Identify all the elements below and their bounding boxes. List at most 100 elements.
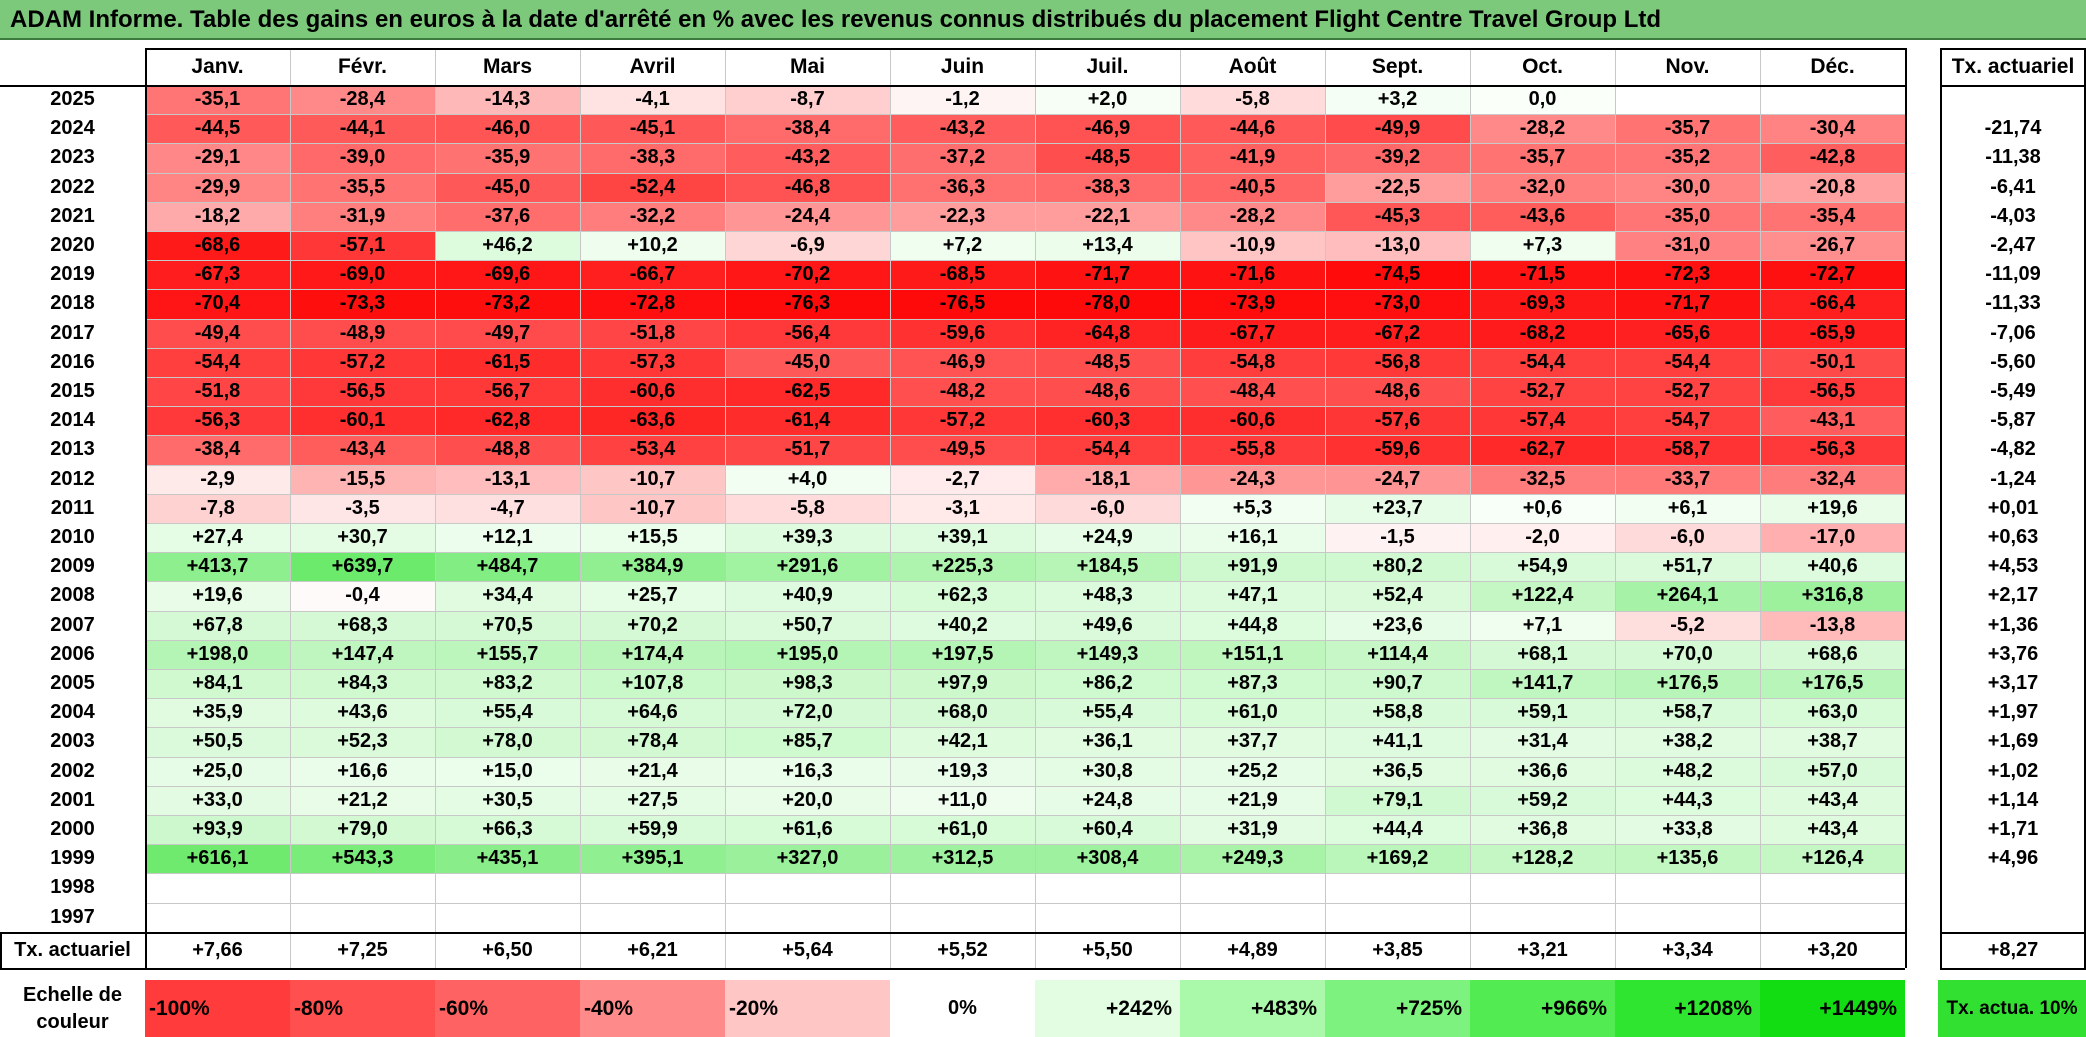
table-cell bbox=[435, 902, 580, 932]
table-cell: -49,7 bbox=[435, 318, 580, 348]
table-cell bbox=[435, 873, 580, 903]
table-cell: +15,0 bbox=[435, 756, 580, 786]
table-cell: +25,7 bbox=[580, 581, 725, 611]
month-header: Mai bbox=[789, 54, 825, 78]
table-cell: -74,5 bbox=[1325, 260, 1470, 290]
table-cell: -5,2 bbox=[1615, 610, 1760, 640]
table-cell bbox=[1325, 873, 1470, 903]
table-cell: +19,6 bbox=[145, 581, 290, 611]
table-cell: +66,3 bbox=[435, 815, 580, 845]
grid-line-vertical bbox=[1035, 932, 1036, 968]
table-cell: -46,9 bbox=[890, 347, 1035, 377]
table-cell: -43,6 bbox=[1470, 201, 1615, 231]
grid-line-horizontal bbox=[145, 318, 1905, 320]
column-rate: +3,21 bbox=[1517, 938, 1568, 961]
table-cell: -30,0 bbox=[1615, 172, 1760, 202]
table-cell: -1,5 bbox=[1325, 523, 1470, 553]
table-cell: -46,9 bbox=[1035, 114, 1180, 144]
table-cell: -28,4 bbox=[290, 85, 435, 115]
grid-line-vertical bbox=[1470, 932, 1471, 968]
table-cell: +184,5 bbox=[1035, 552, 1180, 582]
grid-line-vertical bbox=[890, 48, 891, 932]
page-title: ADAM Informe. Table des gains en euros à… bbox=[10, 6, 1662, 33]
table-cell: +6,1 bbox=[1615, 493, 1760, 523]
table-cell: -35,5 bbox=[290, 172, 435, 202]
table-cell: -26,7 bbox=[1760, 231, 1905, 261]
table-cell: -7,8 bbox=[145, 493, 290, 523]
grid-line-horizontal bbox=[145, 231, 1905, 232]
table-border bbox=[0, 932, 2, 970]
year-label: 2016 bbox=[50, 350, 95, 373]
table-cell: +46,2 bbox=[435, 231, 580, 261]
table-cell: +3,2 bbox=[1325, 85, 1470, 115]
table-cell: -57,1 bbox=[290, 231, 435, 261]
table-cell: +41,1 bbox=[1325, 727, 1470, 757]
table-cell: +40,2 bbox=[890, 610, 1035, 640]
table-cell: -68,5 bbox=[890, 260, 1035, 290]
table-cell: -18,2 bbox=[145, 201, 290, 231]
grid-line-horizontal bbox=[145, 406, 1905, 408]
table-cell: +47,1 bbox=[1180, 581, 1325, 611]
table-cell: +10,2 bbox=[580, 231, 725, 261]
table-cell: -68,6 bbox=[145, 231, 290, 261]
table-border bbox=[145, 48, 1905, 50]
rate-column-header: Tx. actuariel bbox=[1951, 54, 2075, 78]
table-cell: +64,6 bbox=[580, 698, 725, 728]
grid-line-horizontal bbox=[145, 172, 1905, 174]
table-border bbox=[1905, 48, 1907, 968]
table-cell: +37,7 bbox=[1180, 727, 1325, 757]
grid-line-horizontal bbox=[145, 523, 1905, 524]
grid-line-horizontal bbox=[145, 377, 1905, 378]
table-cell: -57,3 bbox=[580, 347, 725, 377]
table-cell: +114,4 bbox=[1325, 639, 1470, 669]
row-rate: -11,09 bbox=[1985, 263, 2041, 286]
title-bar: ADAM Informe. Table des gains en euros à… bbox=[0, 0, 2086, 40]
row-rate: +1,71 bbox=[1987, 818, 2039, 841]
table-cell: +21,2 bbox=[290, 785, 435, 815]
table-cell: -38,3 bbox=[580, 143, 725, 173]
table-cell: -20,8 bbox=[1760, 172, 1905, 202]
table-cell: +169,2 bbox=[1325, 844, 1470, 874]
table-cell: -66,4 bbox=[1760, 289, 1905, 319]
table-cell: -57,6 bbox=[1325, 406, 1470, 436]
year-label: 2001 bbox=[50, 788, 95, 811]
table-cell: +61,0 bbox=[1180, 698, 1325, 728]
table-cell: -38,3 bbox=[1035, 172, 1180, 202]
row-rate bbox=[1940, 903, 2086, 932]
table-cell: -37,6 bbox=[435, 201, 580, 231]
table-cell: +52,3 bbox=[290, 727, 435, 757]
table-cell: +70,5 bbox=[435, 610, 580, 640]
table-cell: +44,8 bbox=[1180, 610, 1325, 640]
table-cell: -8,7 bbox=[725, 85, 890, 115]
table-cell: +80,2 bbox=[1325, 552, 1470, 582]
table-cell: +174,4 bbox=[580, 639, 725, 669]
table-cell: -53,4 bbox=[580, 435, 725, 465]
table-cell: -54,4 bbox=[1470, 347, 1615, 377]
table-cell: -57,2 bbox=[290, 347, 435, 377]
table-cell: +395,1 bbox=[580, 844, 725, 874]
table-cell: -48,2 bbox=[890, 377, 1035, 407]
table-cell: +23,7 bbox=[1325, 493, 1470, 523]
table-cell: -22,1 bbox=[1035, 201, 1180, 231]
table-cell: +68,1 bbox=[1470, 639, 1615, 669]
table-cell: -6,0 bbox=[1035, 493, 1180, 523]
grid-line-vertical bbox=[1325, 48, 1326, 932]
table-cell: -45,0 bbox=[725, 347, 890, 377]
column-rate: +5,64 bbox=[782, 938, 833, 961]
table-cell bbox=[1470, 902, 1615, 932]
column-rate: +6,50 bbox=[482, 938, 533, 961]
table-cell: -48,8 bbox=[435, 435, 580, 465]
table-cell: +87,3 bbox=[1180, 669, 1325, 699]
table-cell: +21,4 bbox=[580, 756, 725, 786]
table-cell: -4,7 bbox=[435, 493, 580, 523]
grid-line-horizontal bbox=[145, 493, 1905, 495]
table-cell: +70,0 bbox=[1615, 639, 1760, 669]
table-cell bbox=[1760, 873, 1905, 903]
table-cell: +24,9 bbox=[1035, 523, 1180, 553]
table-cell: +78,0 bbox=[435, 727, 580, 757]
row-rate: -5,87 bbox=[1990, 409, 2036, 432]
scale-swatch: -40% bbox=[580, 980, 725, 1037]
grid-line-horizontal bbox=[145, 464, 1905, 466]
table-cell: -71,7 bbox=[1615, 289, 1760, 319]
table-cell: +48,2 bbox=[1615, 756, 1760, 786]
